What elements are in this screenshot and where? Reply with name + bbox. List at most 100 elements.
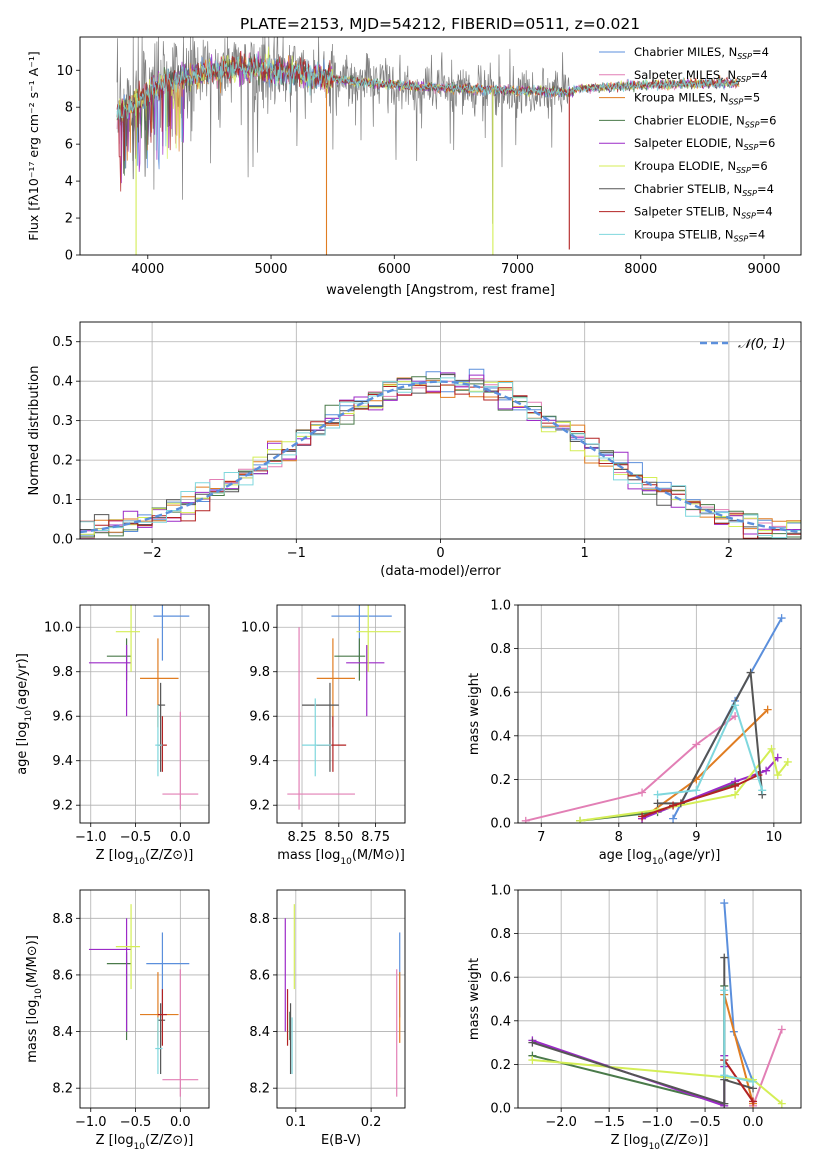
y-tick-label: 0.2 (52, 454, 73, 469)
plus-marker (720, 953, 729, 962)
x-axis-label: Z [log10(Z/Z⊙)] (96, 1133, 194, 1152)
label-part: (age/yr)] (663, 848, 720, 863)
x-tick-label: −1.0 (75, 1115, 107, 1130)
z-mass-panel: −1.0 −0.5 0.08.28.48.68.8 Z [log10(Z/Z⊙)] ma… (25, 889, 210, 1152)
x-axis-label: age [log10(age/yr)] (599, 848, 721, 867)
series-kroupa-elodie (579, 747, 789, 822)
series-salpeter-miles (752, 1029, 783, 1107)
axes-frame (517, 889, 802, 1109)
legend-sub: SSP (734, 234, 749, 243)
legend-eq: =5 (743, 91, 760, 105)
y-tick-label: 0.4 (490, 1014, 511, 1029)
series-kroupa-stelib (657, 704, 764, 796)
series-salpeter-stelib (641, 774, 759, 818)
plus-marker (521, 816, 530, 823)
label-part: mass weight (467, 958, 482, 1040)
plus-marker (731, 781, 740, 790)
axes-frame (79, 36, 802, 256)
y-tick-label: 0.0 (490, 1102, 511, 1117)
legend-label: Chabrier MILES, NSSP=4 (634, 45, 769, 61)
plus-marker (746, 668, 755, 677)
y-tick-label: 0.2 (490, 1058, 511, 1073)
y-tick-label: 8.4 (52, 1025, 73, 1040)
y-tick-label: 0.6 (490, 686, 511, 701)
x-tick-label: −1 (287, 546, 306, 561)
x-tick-label: 8000 (624, 262, 657, 277)
x-tick-label: 0.2 (361, 1115, 382, 1130)
plot-area (287, 605, 401, 810)
x-tick-label: 10 (766, 830, 783, 845)
label-part: wavelength [Angstrom, rest frame] (326, 283, 555, 298)
legend-sub: SSP (745, 120, 760, 129)
legend-eq: =4 (751, 68, 768, 82)
x-axis-label: mass [log10(M/M⊙)] (277, 848, 405, 867)
label-part: 10 (652, 857, 664, 867)
plus-marker (528, 1038, 537, 1047)
plot-area (284, 904, 401, 1097)
label-part: 10 (24, 710, 34, 722)
legend-text: Kroupa ELODIE, N (634, 159, 736, 173)
plus-marker (720, 1071, 729, 1080)
axes-frame (517, 604, 802, 824)
plus-marker (692, 740, 701, 749)
plot-area (80, 368, 801, 539)
plot-area (88, 904, 199, 1097)
ticks: 0.1 0.2 8.2 8.4 8.6 8.8 (249, 912, 381, 1130)
series-chabrier-stelib (532, 956, 754, 1105)
ticks: −1.0 −0.5 0.0 9.2 9.4 9.6 9.8 10.0 (44, 621, 191, 845)
grid (518, 889, 801, 1109)
ticks: −1.0 −0.5 0.0 8.2 8.4 8.6 8.8 (52, 912, 190, 1130)
plus-marker (653, 790, 662, 799)
y-tick-label: 10 (56, 64, 73, 79)
y-axis-label: Normed distribution (27, 366, 42, 496)
label-part: mass [log (25, 1000, 40, 1063)
y-axis-label: mass weight (467, 958, 482, 1040)
x-tick-label: 6000 (378, 262, 411, 277)
legend-text: Chabrier MILES, N (634, 45, 737, 59)
x-tick-label: 0.1 (285, 1115, 306, 1130)
y-tick-label: 4 (65, 175, 73, 190)
plus-marker (669, 801, 678, 810)
label-part: age [log (15, 722, 30, 775)
y-tick-label: 8.8 (249, 912, 270, 927)
x-tick-label: −2.0 (545, 1115, 577, 1130)
plus-marker (720, 986, 729, 995)
label-part: (Z/Z⊙)] (145, 1133, 193, 1148)
label-part: Z [log (96, 848, 134, 863)
legend-eq: =4 (757, 182, 774, 196)
y-tick-label: 9.2 (249, 799, 270, 814)
legend-label: Salpeter ELODIE, NSSP=6 (634, 136, 775, 152)
axes-frame (79, 604, 210, 824)
axes-frame (79, 889, 210, 1109)
label-part: (age/yr)] (15, 653, 30, 710)
plus-marker (720, 1099, 729, 1108)
x-tick-label: 8.50 (324, 830, 353, 845)
legend-eq: =6 (760, 113, 777, 127)
plot-area (528, 899, 786, 1108)
plus-marker (731, 701, 740, 710)
plus-marker (638, 812, 647, 821)
x-tick-label: −0.5 (120, 830, 152, 845)
label-part: 10 (134, 1142, 146, 1152)
y-tick-label: 9.6 (249, 710, 270, 725)
x-axis-label: E(B-V) (321, 1133, 361, 1148)
histogram-kroupa-stelib (80, 377, 801, 539)
y-axis-label: mass [log10(M/M⊙)] (25, 935, 44, 1063)
series-chabrier-miles (723, 903, 754, 1083)
y-tick-label: 0 (65, 249, 73, 264)
legend-text: Chabrier STELIB, N (634, 182, 742, 196)
legend-label: Chabrier ELODIE, NSSP=6 (634, 113, 776, 129)
y-tick-label: 0.8 (490, 927, 511, 942)
x-tick-label: 9 (692, 830, 700, 845)
x-axis-label: wavelength [Angstrom, rest frame] (326, 283, 555, 298)
legend-sub: SSP (729, 98, 744, 107)
y-tick-label: 0.2 (490, 773, 511, 788)
label-part: (Z/Z⊙)] (660, 1133, 708, 1148)
y-tick-label: 9.8 (52, 665, 73, 680)
y-tick-label: 9.2 (52, 799, 73, 814)
y-tick-label: 8 (65, 101, 73, 116)
x-tick-label: 4000 (131, 262, 164, 277)
y-tick-label: 0.3 (52, 414, 73, 429)
x-tick-label: −2 (143, 546, 162, 561)
